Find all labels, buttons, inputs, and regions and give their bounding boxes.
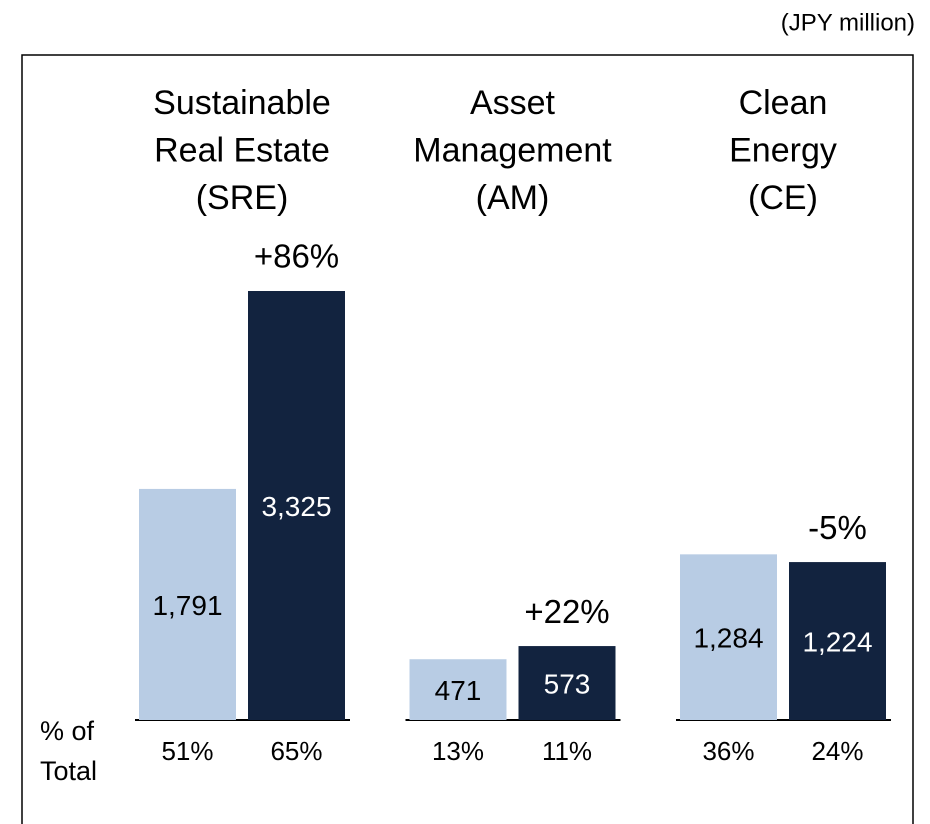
share-label: 51% [161,736,213,766]
value-label: 573 [544,668,591,699]
bar [680,554,777,720]
category-label: Energy [729,131,837,169]
share-title: % of [40,716,95,746]
share-title: Total [40,756,97,786]
category-label: (SRE) [196,179,289,217]
share-label: 65% [270,736,322,766]
value-label: 1,224 [802,626,872,657]
category-label: (CE) [748,179,818,217]
share-label: 36% [702,736,754,766]
share-label: 13% [432,736,484,766]
category-label: Sustainable [153,84,331,122]
share-label: 24% [811,736,863,766]
category-label: Asset [470,84,556,122]
value-label: 1,791 [152,590,222,621]
value-label: 471 [435,675,482,706]
value-label: 3,325 [261,491,331,522]
bar [409,659,507,720]
bar [139,488,236,720]
growth-label: +22% [524,593,609,630]
growth-label: +86% [254,238,339,275]
category-label: Real Estate [154,131,330,169]
category-label: (AM) [476,179,550,217]
bar [248,291,345,720]
bar [518,646,616,720]
share-label: 11% [542,736,592,766]
growth-label: -5% [808,509,867,546]
category-label: Clean [739,84,828,122]
bar [789,562,886,720]
value-label: 1,284 [693,623,763,654]
frame [21,54,914,824]
category-label: Management [413,131,612,169]
unit-label: (JPY million) [781,9,915,36]
